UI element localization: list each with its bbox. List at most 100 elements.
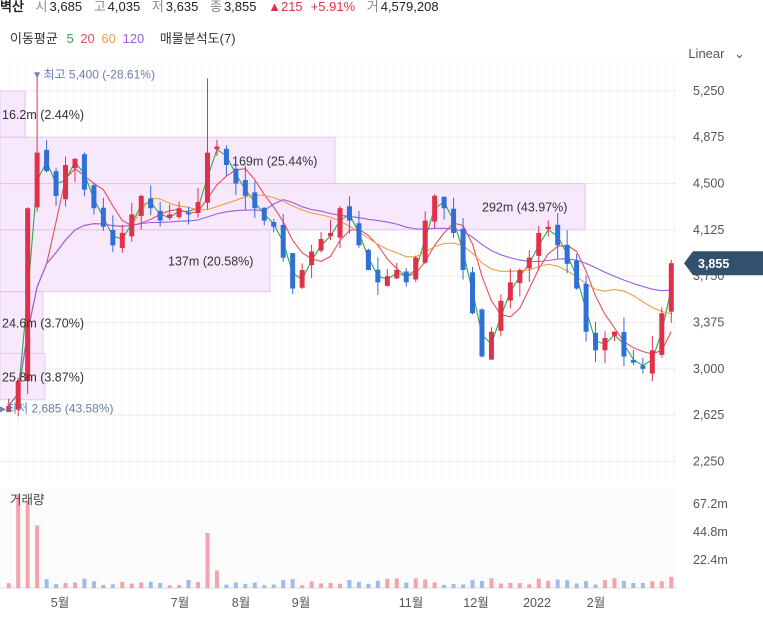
volume-bar xyxy=(669,576,674,588)
candle-body xyxy=(271,221,277,227)
volume-bar xyxy=(319,583,324,588)
volume-bar xyxy=(479,581,484,588)
candle-body xyxy=(630,359,636,363)
candle-body xyxy=(564,244,570,264)
candle-body xyxy=(413,257,419,280)
x-tick-label: 9월 xyxy=(292,596,310,610)
volume-bar xyxy=(205,533,210,588)
candle-body xyxy=(138,195,144,216)
ma-5[interactable]: 5 xyxy=(66,31,74,46)
volume-label: 거 xyxy=(366,0,379,14)
volume-bar xyxy=(527,584,532,588)
ma-20[interactable]: 20 xyxy=(80,31,95,46)
candle-body xyxy=(356,223,362,246)
volume-bar xyxy=(461,584,466,588)
volume-profile-box xyxy=(0,229,271,293)
volume-profile-label: 169m (25.44%) xyxy=(232,154,317,168)
x-tick-label: 8월 xyxy=(232,596,250,610)
volume-bar xyxy=(300,585,305,588)
candle-body xyxy=(309,251,315,266)
chevron-down-icon: ⌄ xyxy=(734,46,745,61)
y-tick-label: 4,500 xyxy=(693,177,724,191)
volume-bar xyxy=(139,582,144,588)
volume-profile-label: 16.2m (2.44%) xyxy=(2,108,84,122)
candle-body xyxy=(346,206,352,221)
candle-body xyxy=(375,269,381,283)
candle-body xyxy=(148,198,154,209)
candle-body xyxy=(214,146,220,150)
close-label: 종 xyxy=(209,0,222,14)
volume-bar xyxy=(385,578,390,588)
ma-120[interactable]: 120 xyxy=(122,31,145,46)
low-marker-label: ▸최저 2,685 (43.58%) xyxy=(0,402,114,416)
candle-body xyxy=(583,283,589,332)
moving-average-legend[interactable]: 이동평균 5 20 60 120 매물분석도(7) xyxy=(10,28,241,47)
volume-bar xyxy=(593,584,598,588)
volume-bar xyxy=(271,584,276,588)
candle-body xyxy=(280,224,286,258)
volume-bar xyxy=(224,584,229,588)
volume-bar xyxy=(366,583,371,588)
candle-body xyxy=(186,212,192,215)
y-tick-label: 3,000 xyxy=(693,362,724,376)
candle-body xyxy=(659,313,665,355)
candle-body xyxy=(290,253,296,289)
candle-body xyxy=(488,331,494,360)
scale-selector[interactable]: Linear ⌄ xyxy=(688,46,745,62)
candle-body xyxy=(337,208,343,238)
candle-body xyxy=(517,270,523,284)
candle-body xyxy=(252,192,258,209)
volume-bar xyxy=(186,579,191,588)
volume-bar xyxy=(167,585,172,588)
y-tick-label: 4,875 xyxy=(693,130,724,144)
volume-bar xyxy=(281,580,286,588)
candle-body xyxy=(328,232,334,237)
candle-body xyxy=(44,149,50,172)
candle-body xyxy=(110,230,116,246)
y-tick-label: 3,375 xyxy=(693,316,724,330)
volume-bar xyxy=(404,582,409,588)
y-tick-label: 2,250 xyxy=(693,454,724,468)
volume-bar xyxy=(25,500,30,588)
high-marker-label: ▾ 최고 5,400 (-28.61%) xyxy=(34,67,155,81)
volume-bar xyxy=(35,525,40,588)
volume-bar xyxy=(110,584,115,588)
candle-body xyxy=(261,207,267,221)
volume-bar xyxy=(470,580,475,588)
candle-body xyxy=(195,202,201,213)
candle-body xyxy=(25,208,31,382)
candle-body xyxy=(470,272,476,314)
current-price-tag xyxy=(684,251,763,276)
ma-title: 이동평균 xyxy=(10,31,58,46)
volume-profile-toggle[interactable]: 매물분석도(7) xyxy=(159,31,236,46)
candle-body xyxy=(15,381,21,410)
volume-bar xyxy=(640,582,645,588)
candle-body xyxy=(299,270,305,288)
volume-profile-label: 137m (20.58%) xyxy=(168,255,253,269)
open-value: 3,685 xyxy=(49,0,83,14)
volume-bars xyxy=(6,494,674,588)
volume-bar xyxy=(603,580,608,588)
ma-60[interactable]: 60 xyxy=(101,31,116,46)
candle-body xyxy=(536,232,542,256)
y-tick-label: 5,250 xyxy=(693,84,724,98)
volume-bar xyxy=(63,582,68,588)
volume-bar xyxy=(621,580,626,588)
candle-body xyxy=(593,332,599,351)
volume-bar xyxy=(631,582,636,588)
candle-body xyxy=(668,263,674,312)
volume-bar xyxy=(252,582,257,588)
candle-body xyxy=(498,300,504,331)
candle-body xyxy=(526,257,532,269)
open-label: 시 xyxy=(35,0,48,14)
volume-bar xyxy=(584,581,589,588)
volume-bar xyxy=(54,584,59,588)
volume-bar xyxy=(243,583,248,588)
volume-bar xyxy=(309,581,314,588)
volume-bar xyxy=(328,582,333,588)
volume-bar xyxy=(262,585,267,588)
volume-bar xyxy=(432,582,437,588)
volume-bar xyxy=(517,583,522,588)
volume-bar xyxy=(290,579,295,588)
